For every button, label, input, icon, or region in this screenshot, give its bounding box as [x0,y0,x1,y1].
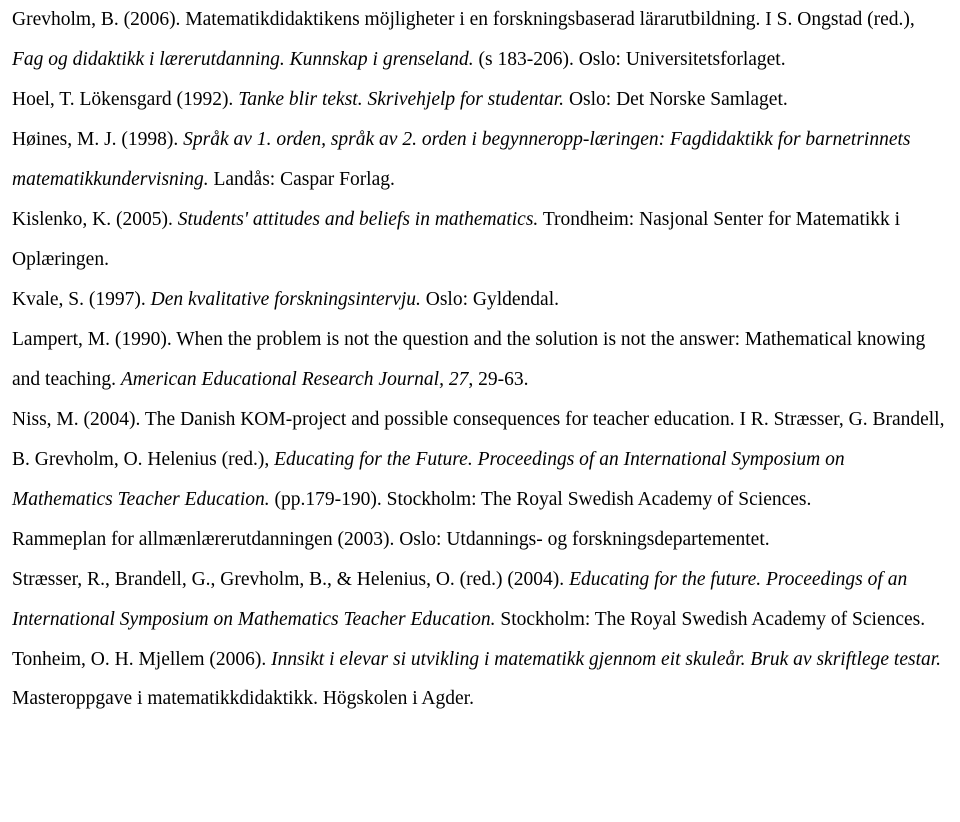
reference-entry: Høines, M. J. (1998). Språk av 1. orden,… [12,120,948,200]
reference-entry: Niss, M. (2004). The Danish KOM-project … [12,400,948,520]
reference-entry: Kislenko, K. (2005). Students' attitudes… [12,200,948,280]
reference-entry: Lampert, M. (1990). When the problem is … [12,320,948,400]
reference-entry: Rammeplan for allmænlærerutdanningen (20… [12,520,948,560]
reference-entry: Tonheim, O. H. Mjellem (2006). Innsikt i… [12,640,948,720]
reference-entry: Hoel, T. Lökensgard (1992). Tanke blir t… [12,80,948,120]
reference-entry: Grevholm, B. (2006). Matematikdidaktiken… [12,0,948,80]
reference-entry: Kvale, S. (1997). Den kvalitative forskn… [12,280,948,320]
page: Grevholm, B. (2006). Matematikdidaktiken… [0,0,960,822]
reference-entry: Stræsser, R., Brandell, G., Grevholm, B.… [12,560,948,640]
